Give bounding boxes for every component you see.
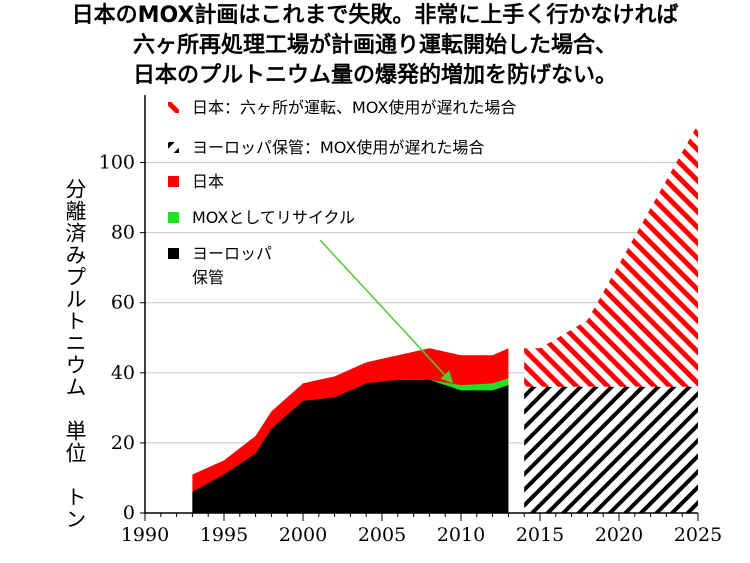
x-tick-label-2015: 2015 — [516, 524, 564, 546]
area-europe — [192, 379, 509, 513]
y-tick-label-100: 100 — [99, 152, 135, 174]
title-line-3: 日本のプルトニウム量の爆発的増加を防げない。 — [132, 63, 617, 88]
legend-swatch-1 — [168, 142, 179, 153]
legend-swatch-4 — [168, 248, 179, 259]
area-europe-projection — [524, 386, 698, 513]
x-tick-label-2010: 2010 — [437, 524, 485, 546]
legend-label-2: 日本 — [192, 172, 224, 191]
y-tick-label-20: 20 — [111, 432, 135, 454]
x-tick-label-1995: 1995 — [200, 524, 248, 546]
legend-label-4-1: 保管 — [192, 268, 224, 287]
x-tick-label-1990: 1990 — [121, 524, 169, 546]
y-tick-label-40: 40 — [111, 362, 135, 384]
legend-swatch-0 — [168, 102, 179, 113]
y-tick-label-0: 0 — [123, 502, 135, 524]
y-tick-label-60: 60 — [111, 292, 135, 314]
arrow-line — [319, 239, 448, 378]
x-tick-label-2020: 2020 — [595, 524, 643, 546]
area-japan-projection — [524, 124, 698, 387]
axes — [140, 95, 699, 521]
legend-label-0: 日本：六ヶ所が運転、MOX使用が遅れた場合 — [192, 98, 516, 117]
x-tick-label-2005: 2005 — [358, 524, 406, 546]
annotation — [319, 239, 454, 384]
tick-labels: 0 20 40 60 80 100 1990 1995 2000 2005 2010 2015 2020… — [99, 152, 722, 546]
legend-label-3: MOXとしてリサイクル — [192, 208, 355, 227]
legend-label-1: ヨーロッパ保管：MOX使用が遅れた場合 — [192, 138, 484, 157]
title-line-1: 日本のMOX計画はこれまで失敗。非常に上手く行かなければ — [71, 3, 679, 28]
legend-swatch-2 — [168, 176, 179, 187]
legend-swatch-3 — [168, 212, 179, 223]
x-tick-label-2025: 2025 — [674, 524, 722, 546]
arrow-head — [440, 370, 454, 384]
data-areas — [192, 124, 698, 513]
y-axis-label: 分離済みプルトニウム 単位 トン — [63, 178, 87, 530]
legend-label-4-0: ヨーロッパ — [192, 244, 272, 263]
title-line-2: 六ヶ所再処理工場が計画通り運転開始した場合、 — [132, 33, 617, 58]
y-tick-label-80: 80 — [111, 222, 135, 244]
legend: 日本：六ヶ所が運転、MOX使用が遅れた場合ヨーロッパ保管：MOX使用が遅れた場合… — [168, 98, 516, 287]
x-tick-label-2000: 2000 — [279, 524, 327, 546]
